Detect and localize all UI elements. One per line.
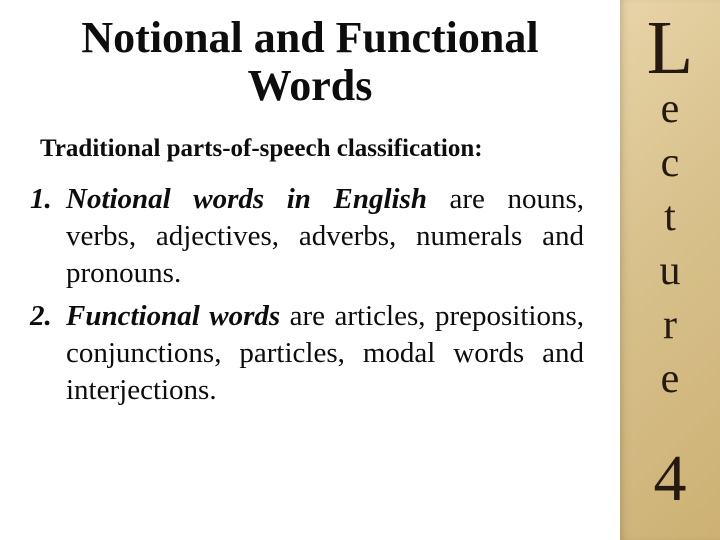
side-letter-L: L bbox=[647, 10, 693, 86]
slide: L e c t u r e 4 Notional and Functional … bbox=[0, 0, 720, 540]
list-item-body: Notional words in English are nouns, ver… bbox=[66, 181, 584, 292]
list-item: 2. Functional words are articles, prepos… bbox=[30, 298, 584, 409]
slide-subtitle: Traditional parts-of-speech classificati… bbox=[40, 135, 600, 163]
side-panel-word: L e c t u r e 4 bbox=[620, 10, 720, 512]
content-area: Notional and Functional Words Traditiona… bbox=[0, 0, 620, 540]
list-item-number: 1. bbox=[30, 181, 66, 292]
list-item-body: Functional words are articles, prepositi… bbox=[66, 298, 584, 409]
numbered-list: 1. Notional words in English are nouns, … bbox=[30, 181, 584, 410]
side-letter-u: u bbox=[660, 250, 681, 292]
side-letter-e: e bbox=[661, 88, 680, 130]
side-letter-r: r bbox=[663, 304, 677, 346]
side-letter-c: c bbox=[661, 142, 680, 184]
side-letter-t: t bbox=[664, 196, 676, 238]
slide-title: Notional and Functional Words bbox=[20, 14, 600, 111]
side-panel: L e c t u r e 4 bbox=[620, 0, 720, 540]
side-number: 4 bbox=[654, 446, 687, 512]
list-item-number: 2. bbox=[30, 298, 66, 409]
list-item: 1. Notional words in English are nouns, … bbox=[30, 181, 584, 292]
list-item-lead: Notional words in English bbox=[66, 183, 427, 215]
list-item-lead: Functional words bbox=[66, 300, 280, 332]
side-letter-e2: e bbox=[661, 358, 680, 400]
